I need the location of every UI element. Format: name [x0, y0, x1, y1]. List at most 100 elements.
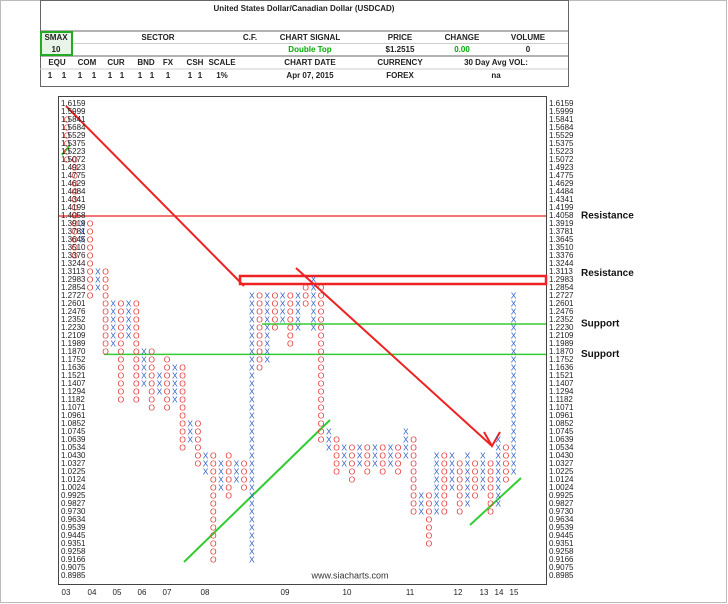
x-box: X [357, 450, 363, 460]
price-label-right: 1.5072 [549, 155, 574, 164]
price-label-right: 1.0961 [549, 411, 574, 420]
x-box: X [465, 450, 471, 460]
o-box: O [102, 306, 109, 316]
x-box: X [511, 298, 517, 308]
x-box: X [511, 434, 517, 444]
o-box: O [133, 386, 140, 396]
x-box: X [172, 378, 178, 388]
o-box: O [148, 386, 155, 396]
x-box: X [465, 474, 471, 484]
o-box: O [410, 490, 417, 500]
signal-label: CHART SIGNAL [280, 33, 341, 42]
x-box: X [80, 226, 86, 236]
x-box: X [465, 458, 471, 468]
price-label-right: 1.2230 [549, 323, 574, 332]
price-label-right: 1.0852 [549, 419, 574, 428]
price-label-right: 0.9258 [549, 547, 574, 556]
o-box: O [426, 538, 433, 548]
price-label-left: 1.1989 [61, 339, 86, 348]
o-box: O [179, 434, 186, 444]
x-box: X [511, 330, 517, 340]
year-label: 14 [495, 588, 504, 597]
o-box: O [64, 138, 71, 148]
price-label-left: 1.5375 [61, 139, 86, 148]
x-box: X [495, 498, 501, 508]
o-box: O [426, 530, 433, 540]
o-box: O [118, 354, 125, 364]
o-box: O [164, 354, 171, 364]
year-label: 08 [201, 588, 210, 597]
x-box: X [141, 346, 147, 356]
score-label: COM [78, 58, 97, 67]
price-label-right: 1.0430 [549, 451, 574, 460]
o-box: O [503, 442, 510, 452]
o-box: O [302, 282, 309, 292]
o-box: O [164, 362, 171, 372]
price-label-right: 1.4923 [549, 163, 574, 172]
o-box: O [118, 362, 125, 372]
x-box: X [218, 482, 224, 492]
x-box: X [465, 482, 471, 492]
year-label: 11 [406, 588, 415, 597]
o-box: O [118, 322, 125, 332]
x-box: X [311, 282, 317, 292]
o-box: O [118, 314, 125, 324]
o-box: O [164, 402, 171, 412]
o-box: O [287, 314, 294, 324]
price-label-right: 1.3376 [549, 251, 574, 260]
x-box: X [249, 466, 255, 476]
o-box: O [210, 474, 217, 484]
price-value: $1.2515 [386, 45, 415, 54]
o-box: O [287, 338, 294, 348]
price-label-right: 1.0225 [549, 467, 574, 476]
o-box: O [118, 394, 125, 404]
price-label-right: 0.9634 [549, 515, 574, 524]
trend-line [65, 105, 245, 287]
x-box: X [234, 474, 240, 484]
price-label-left: 0.9351 [61, 539, 86, 548]
x-box: X [141, 370, 147, 380]
o-box: O [318, 354, 325, 364]
x-box: X [249, 482, 255, 492]
o-box: O [195, 458, 202, 468]
x-box: X [249, 554, 255, 564]
price-label-right: 0.9539 [549, 523, 574, 532]
price-label-left: 1.3919 [61, 219, 86, 228]
price-label-left: 1.0639 [61, 435, 86, 444]
price-label-left: 1.4484 [61, 187, 86, 196]
o-box: O [272, 314, 279, 324]
o-box: O [118, 338, 125, 348]
o-box: O [241, 474, 248, 484]
o-box: O [64, 130, 71, 140]
x-box: X [449, 466, 455, 476]
o-box: O [426, 506, 433, 516]
o-box: O [426, 490, 433, 500]
price-label-left: 1.0024 [61, 483, 86, 492]
price-label-left: 1.3244 [61, 259, 86, 268]
price-label-right: 1.2983 [549, 275, 574, 284]
price-label-right: 1.3781 [549, 227, 574, 236]
price-label-left: 1.5072 [61, 155, 86, 164]
price-label-left: 1.1636 [61, 363, 86, 372]
x-box: X [157, 378, 163, 388]
price-label-right: 0.9351 [549, 539, 574, 548]
price-label-right: 1.2601 [549, 299, 574, 308]
o-box: O [71, 210, 78, 220]
o-box: O [241, 458, 248, 468]
o-box: O [441, 506, 448, 516]
x-box: X [434, 466, 440, 476]
o-box: O [318, 290, 325, 300]
x-box: X [434, 498, 440, 508]
price-label-right: 1.2352 [549, 315, 574, 324]
score-value: 1 [138, 71, 143, 80]
x-box: X [511, 306, 517, 316]
o-box: O [349, 474, 356, 484]
o-box: O [302, 298, 309, 308]
o-box: O [318, 394, 325, 404]
score-value: 1 [92, 71, 97, 80]
o-box: O [133, 306, 140, 316]
price-label-right: 1.6159 [549, 99, 574, 108]
x-box: X [218, 458, 224, 468]
annotation: Resistance [581, 211, 634, 222]
x-box: X [511, 290, 517, 300]
